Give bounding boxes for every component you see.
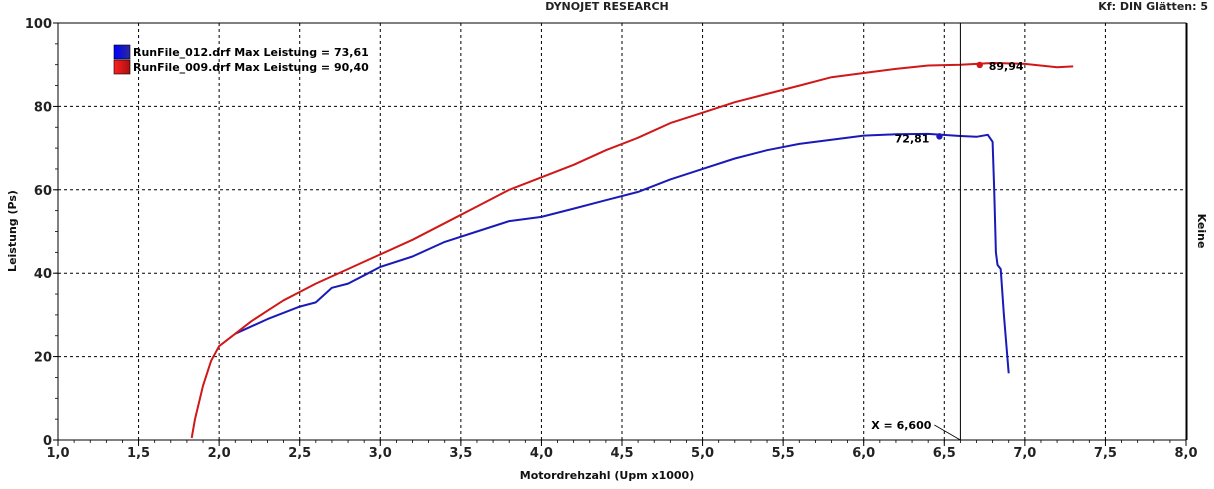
x-tick-label: 7,5: [1094, 446, 1117, 461]
legend-swatch-1: [113, 44, 131, 60]
x-tick-label: 5,5: [772, 446, 795, 461]
y-tick-label: 60: [34, 184, 52, 199]
y-tick-label: 100: [25, 17, 52, 32]
x-tick-label: 3,0: [369, 446, 392, 461]
x-tick-label: 6,0: [852, 446, 875, 461]
series-marker-2: [976, 61, 983, 69]
y-tick-label: 20: [34, 351, 52, 366]
x-tick-label: 3,5: [449, 446, 472, 461]
series-marker-1: [936, 133, 943, 140]
legend-label-2: RunFile_009.drf Max Leistung = 90,40: [133, 61, 369, 74]
y-tick-label: 40: [34, 267, 52, 282]
x-tick-label: 7,0: [1013, 446, 1036, 461]
x-tick-label: 1,5: [127, 446, 150, 461]
legend-label-1: RunFile_012.drf Max Leistung = 73,61: [133, 46, 369, 59]
x-tick-label: 2,0: [208, 446, 231, 461]
minor-ticks: [53, 22, 1187, 446]
x-axis-label: Motordrehzahl (Upm x1000): [520, 469, 694, 482]
x-tick-label: 6,5: [933, 446, 956, 461]
x-tick-label: 4,0: [530, 446, 553, 461]
y-tick-labels: 0 20 40 60 80 100: [25, 17, 52, 449]
cursor-label: X = 6,600: [871, 419, 931, 432]
chart-title: DYNOJET RESEARCH: [545, 0, 669, 13]
x-tick-label: 4,5: [610, 446, 633, 461]
series-marker-label-2: 89,94: [989, 60, 1024, 73]
x-tick-label: 1,0: [46, 446, 69, 461]
correction-info: Kf: DIN Glätten: 5: [1098, 0, 1208, 13]
y-tick-label: 0: [43, 434, 52, 449]
series-marker-label-1: 72,81: [895, 132, 930, 145]
series-line-1: [234, 132, 1010, 374]
cursor-leader: [934, 424, 961, 441]
right-axis-label: Keine: [1195, 214, 1208, 249]
y-tick-label: 80: [34, 100, 52, 115]
legend: RunFile_012.drf Max Leistung = 73,61 RunF…: [113, 44, 369, 75]
series-line-2: [190, 62, 1074, 439]
series-lines: 72,81 89,94: [190, 60, 1074, 439]
x-tick-label: 5,0: [691, 446, 714, 461]
legend-swatch-2: [113, 59, 131, 75]
cursor: X = 6,600: [871, 23, 961, 441]
plot-frame: [57, 22, 1187, 441]
x-tick-label: 8,0: [1174, 446, 1197, 461]
x-tick-labels: 1,0 1,5 2,0 2,5 3,0 3,5 4,0 4,5 5,0 5,5 6,0 6,5 7,0 7…: [46, 446, 1197, 461]
y-axis-label: Leistung (Ps): [6, 190, 19, 272]
x-tick-label: 2,5: [288, 446, 311, 461]
grid: [58, 23, 1186, 440]
